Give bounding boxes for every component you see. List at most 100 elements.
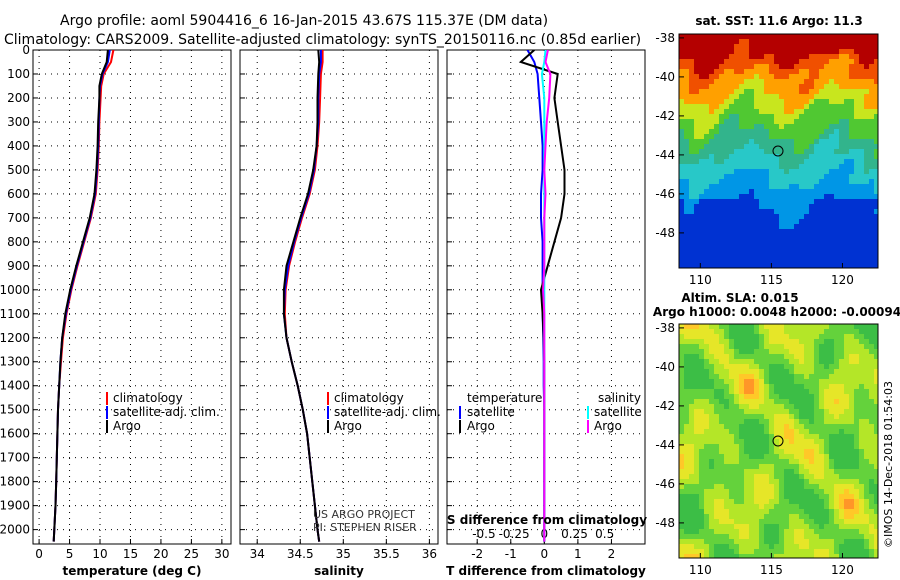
sst-cell [749,119,754,124]
sla-cell [784,379,789,384]
sst-cell [824,259,829,264]
sst-cell [844,134,849,139]
sla-cell [684,489,689,494]
sla-cell [734,359,739,364]
sla-cell [789,369,794,374]
sst-cell [764,134,769,139]
sst-cell [869,179,874,184]
sst-cell [754,114,759,119]
sst-cell [869,124,874,129]
sst-cell [759,214,764,219]
sst-cell [679,39,684,44]
sla-cell [714,489,719,494]
sst-cell [694,119,699,124]
sst-cell [754,229,759,234]
sla-cell [809,444,814,449]
sla-cell [679,499,684,504]
sst-cell [829,229,834,234]
sst-cell [749,44,754,49]
sst-cell [714,94,719,99]
sst-cell [854,259,859,264]
sst-cell [744,209,749,214]
sst-cell [809,34,814,39]
sst-cell [794,69,799,74]
sst-cell [764,264,769,268]
sla-cell [724,349,729,354]
sla-cell [679,544,684,549]
sla-cell [854,504,859,509]
sst-cell [794,54,799,59]
sla-cell [689,444,694,449]
sla-cell [784,359,789,364]
sla-cell [799,439,804,444]
sst-cell [829,179,834,184]
sla-cell [824,379,829,384]
sla-cell [739,414,744,419]
sst-cell [704,124,709,129]
sst-cell [794,39,799,44]
sla-cell [744,324,749,329]
sla-cell [799,519,804,524]
depth-tick-label: 400 [7,139,30,153]
sla-cell [679,359,684,364]
sla-cell [854,389,859,394]
sst-cell [749,209,754,214]
sla-cell [804,449,809,454]
sla-cell [864,514,869,519]
sla-cell [749,514,754,519]
sst-cell [854,34,859,39]
sla-cell [864,379,869,384]
sst-cell [804,184,809,189]
sst-cell [864,244,869,249]
sst-cell [874,64,878,69]
lat-tick-label: -44 [655,148,675,162]
sla-cell [839,489,844,494]
sla-cell [689,449,694,454]
sla-cell [769,379,774,384]
sla-cell [859,504,864,509]
sst-cell [789,189,794,194]
sla-cell [704,469,709,474]
sst-cell [689,219,694,224]
sla-cell [824,324,829,329]
sst-cell [739,174,744,179]
sst-cell [854,59,859,64]
sla-cell [739,469,744,474]
sla-cell [759,509,764,514]
sla-cell [734,544,739,549]
sst-cell [864,249,869,254]
sla-cell [759,329,764,334]
sla-cell [799,409,804,414]
sla-cell [714,539,719,544]
sla-cell [844,504,849,509]
sst-cell [834,129,839,134]
sla-cell [684,479,689,484]
sla-cell [794,554,799,558]
sst-cell [819,179,824,184]
sla-cell [859,384,864,389]
sst-cell [759,139,764,144]
sst-cell [759,199,764,204]
sla-cell [829,359,834,364]
sst-cell [769,184,774,189]
legend-satellite-label: satellite-adj. clim. [113,405,220,419]
sla-cell [784,334,789,339]
sst-cell [859,39,864,44]
sla-cell [789,534,794,539]
sst-cell [759,129,764,134]
sst-cell [869,204,874,209]
sla-cell [694,389,699,394]
sla-cell [809,399,814,404]
sst-cell [779,204,784,209]
sst-cell [809,259,814,264]
sst-cell [794,49,799,54]
sla-cell [739,539,744,544]
sst-cell [854,64,859,69]
sla-cell [724,329,729,334]
sla-cell [849,414,854,419]
sla-cell [844,474,849,479]
sst-cell [849,64,854,69]
sla-profile-marker [772,435,784,447]
sla-cell [834,459,839,464]
sst-cell [819,234,824,239]
